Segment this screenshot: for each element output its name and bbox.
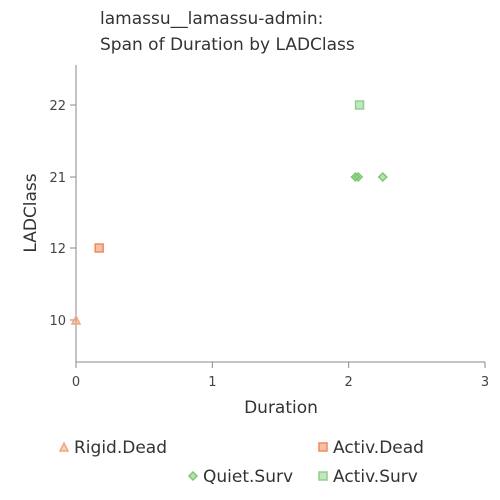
legend-item: Activ.Surv bbox=[318, 467, 418, 487]
y-tick-label: 22 bbox=[49, 99, 66, 114]
legend-label: Quiet.Surv bbox=[203, 467, 293, 487]
chart-title-line-1: lamassu__lamassu-admin: bbox=[100, 9, 323, 29]
data-point bbox=[353, 171, 364, 183]
data-point bbox=[354, 100, 365, 110]
diamond-marker-icon bbox=[187, 470, 199, 482]
y-tick-label: 10 bbox=[49, 314, 66, 329]
x-tick-label: 3 bbox=[481, 375, 489, 390]
y-tick-label: 12 bbox=[49, 242, 66, 257]
data-point bbox=[377, 171, 388, 183]
y-tick-label: 21 bbox=[49, 171, 66, 186]
data-point bbox=[94, 243, 104, 253]
legend: Rigid.Dead Activ.Dead Quiet.Surv Activ.Surv bbox=[58, 438, 424, 487]
data-point bbox=[70, 314, 82, 325]
data-points bbox=[70, 100, 388, 325]
x-tick-label: 2 bbox=[345, 375, 353, 390]
legend-item: Rigid.Dead bbox=[58, 438, 167, 458]
square-marker-icon bbox=[318, 442, 328, 452]
chart-title: lamassu__lamassu-admin: Span of Duration… bbox=[100, 9, 355, 55]
triangle-marker-icon bbox=[58, 441, 70, 452]
x-axis-label: Duration bbox=[244, 398, 318, 418]
legend-label: Activ.Dead bbox=[333, 438, 424, 458]
chart-title-line-2: Span of Duration by LADClass bbox=[100, 35, 355, 55]
legend-item: Quiet.Surv bbox=[187, 467, 293, 487]
legend-item: Activ.Dead bbox=[318, 438, 424, 458]
x-ticks: 0 1 2 3 bbox=[72, 362, 489, 390]
legend-label: Activ.Surv bbox=[333, 467, 418, 487]
y-ticks: 10 12 21 22 bbox=[49, 99, 76, 329]
x-tick-label: 0 bbox=[72, 375, 80, 390]
square-marker-icon bbox=[318, 471, 328, 481]
y-axis-label: LADClass bbox=[21, 173, 41, 252]
legend-label: Rigid.Dead bbox=[74, 438, 167, 458]
x-tick-label: 1 bbox=[208, 375, 216, 390]
